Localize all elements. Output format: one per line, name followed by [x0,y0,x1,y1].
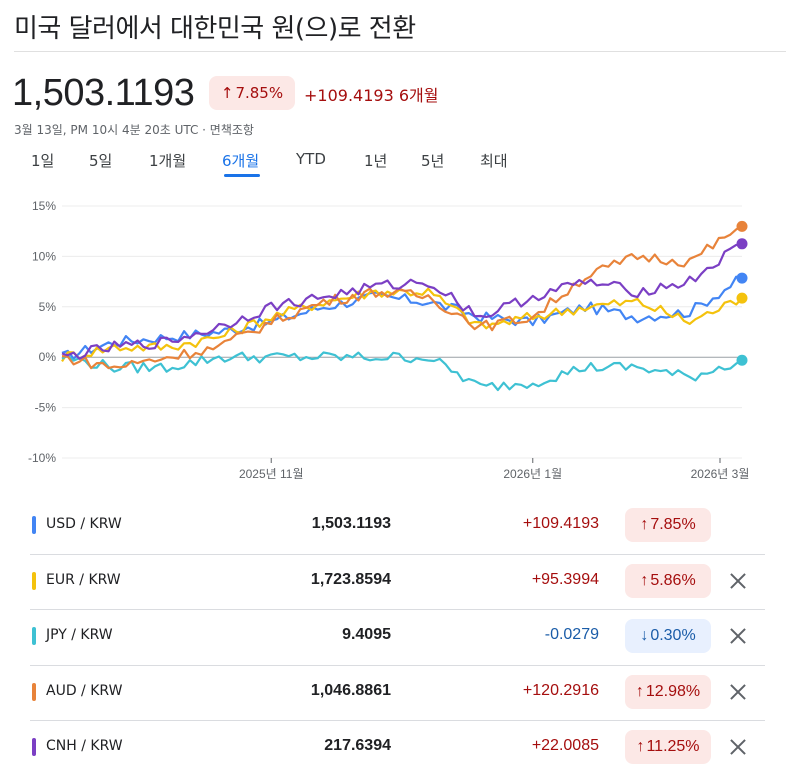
pair-percent: 12.98% [645,682,701,700]
y-tick-label: 10% [32,249,56,263]
series-color-marker [32,627,36,645]
arrow-up-icon: ↑ [636,738,645,755]
series-color-marker [32,738,36,756]
series-line-cnh [61,242,743,360]
series-end-point-usd [736,272,748,284]
row-divider [30,609,765,610]
tab-1m[interactable]: 1개월 [149,152,187,170]
tab-ytd[interactable]: YTD [296,150,326,168]
remove-comparison-icon[interactable] [727,736,749,758]
pair-name: JPY / KRW [46,627,113,643]
pair-price: 1,046.8861 [310,681,391,699]
remove-comparison-icon[interactable] [727,625,749,647]
pair-price: 217.6394 [324,737,391,754]
tab-6m[interactable]: 6개월 [222,152,260,170]
tab-1y[interactable]: 1년 [364,152,388,170]
series-end-point-eur [736,292,748,304]
remove-comparison-icon[interactable] [727,570,749,592]
title-divider [14,51,786,52]
change-amount-period: +109.4193 6개월 [304,86,439,105]
pair-name: USD / KRW [46,516,122,532]
pair-percent: 11.25% [646,738,700,755]
series-end-point-cnh [736,238,748,250]
change-percent-value: 7.85% [235,84,284,102]
tab-5y[interactable]: 5년 [421,152,445,170]
table-row[interactable]: CNH / KRW 217.6394 +22.0085 ↑ 11.25% [0,720,787,771]
current-price: 1,503.1193 [12,72,195,114]
change-percent-badge: ↑ 7.85% [209,76,295,110]
pair-change: +95.3994 [531,570,599,588]
series-end-point-jpy [736,354,748,366]
table-row[interactable]: EUR / KRW 1,723.8594 +95.3994 ↑ 5.86% [0,554,787,610]
active-tab-indicator [224,174,260,177]
row-divider [30,664,765,666]
row-divider [30,553,765,555]
pair-change: +120.2916 [522,681,599,699]
pair-percent-badge: ↑ 5.86% [625,563,711,598]
series-color-marker [32,516,36,534]
table-row[interactable]: JPY / KRW 9.4095 -0.0279 ↓ 0.30% [0,609,787,665]
arrow-up-icon: ↑ [635,682,644,700]
pair-price: 1,723.8594 [310,570,391,588]
pair-percent-badge: ↓ 0.30% [625,619,711,653]
arrow-down-icon: ↓ [640,627,649,644]
pair-percent: 5.86% [650,571,696,589]
tab-1d[interactable]: 1일 [31,152,55,170]
y-tick-label: 15% [32,199,56,213]
table-row[interactable]: AUD / KRW 1,046.8861 +120.2916 ↑ 12.98% [0,665,787,721]
x-tick-label: 2026년 3월 [691,467,750,481]
series-color-marker [32,682,36,701]
pair-percent-badge: ↑ 11.25% [625,730,711,764]
series-end-point-aud [736,220,748,232]
pair-percent-badge: ↑ 12.98% [625,674,711,709]
x-tick-label: 2025년 11월 [239,467,304,481]
pair-name: AUD / KRW [46,682,123,699]
pair-percent-badge: ↑ 7.85% [625,508,711,542]
pair-percent: 7.85% [650,516,696,533]
tab-max[interactable]: 최대 [480,152,508,170]
y-tick-label: 0% [39,350,57,364]
row-divider [30,720,765,721]
y-tick-label: -5% [35,401,57,415]
pair-percent: 0.30% [650,627,696,644]
period-tabs: 1일 5일 1개월 6개월 YTD 1년 5년 최대 [0,150,540,178]
pair-change: +22.0085 [531,737,599,754]
series-line-aud [61,225,743,370]
y-tick-label: 5% [39,300,57,314]
pair-change: -0.0279 [544,626,599,643]
table-row[interactable]: USD / KRW 1,503.1193 +109.4193 ↑ 7.85% [0,498,787,554]
pair-name: EUR / KRW [46,571,121,588]
timestamp-disclaimer: 3월 13일, PM 10시 4분 20초 UTC · 면책조항 [14,123,254,137]
series-line-jpy [61,351,743,392]
pair-price: 1,503.1193 [311,515,391,532]
series-line-usd [61,275,743,360]
pair-name: CNH / KRW [46,738,123,754]
series-line-eur [61,287,743,362]
series-color-marker [32,571,36,590]
comparison-line-chart: 15% 10% 5% 0% -5% -10% 2025년 11월 2026년 1월 2026년 … [28,199,750,481]
arrow-up-icon: ↑ [220,84,234,102]
page-title: 미국 달러에서 대한민국 원(으)로 전환 [14,14,416,44]
arrow-up-icon: ↑ [640,571,649,589]
y-tick-label: -10% [28,451,56,465]
remove-comparison-icon[interactable] [727,681,749,703]
pair-price: 9.4095 [342,626,391,643]
x-tick-label: 2026년 1월 [503,467,562,481]
arrow-up-icon: ↑ [640,516,649,533]
tab-5d[interactable]: 5일 [89,152,113,170]
pair-change: +109.4193 [522,515,599,532]
